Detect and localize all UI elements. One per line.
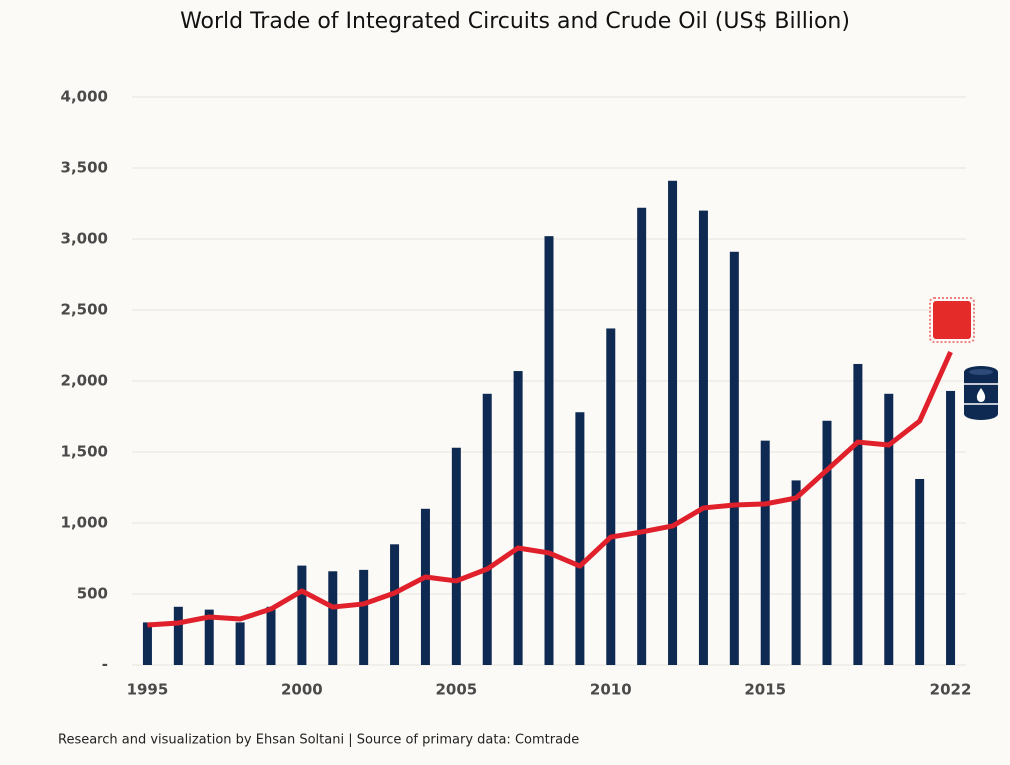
- bar: [482, 393, 492, 665]
- bar: [668, 180, 678, 665]
- y-tick-label: 2,000: [61, 372, 108, 390]
- bar: [822, 420, 832, 665]
- x-tick-label: 1995: [127, 681, 169, 699]
- bar: [513, 371, 523, 665]
- bar: [235, 622, 245, 665]
- y-tick-label: 500: [77, 585, 108, 603]
- bar: [204, 609, 214, 665]
- bar: [760, 440, 770, 665]
- bar: [729, 251, 739, 665]
- bar: [297, 565, 307, 665]
- bar: [142, 622, 152, 665]
- oil-barrel-icon: [964, 366, 998, 420]
- y-tick-label: -: [102, 656, 108, 674]
- x-tick-label: 2005: [435, 681, 477, 699]
- x-tick-label: 2022: [930, 681, 972, 699]
- bar: [637, 207, 647, 665]
- x-tick-label: 2010: [590, 681, 632, 699]
- x-tick-label: 2000: [281, 681, 323, 699]
- bar: [390, 544, 400, 665]
- y-tick-label: 3,500: [61, 159, 108, 177]
- footnote: Research and visualization by Ehsan Solt…: [58, 733, 579, 748]
- chip-icon: [929, 297, 975, 343]
- bar: [575, 412, 585, 665]
- line: [147, 351, 953, 628]
- plot: - 500 1,000 1,500 2,000 2,500 3,000 3,500 4,000 1…: [61, 88, 972, 699]
- bar: [451, 447, 461, 665]
- bar: [173, 606, 183, 665]
- y-tick-label: 3,000: [61, 230, 108, 248]
- bar: [420, 508, 430, 665]
- bar: [884, 393, 894, 665]
- chart-title: World Trade of Integrated Circuits and C…: [180, 9, 850, 34]
- y-tick-label: 2,500: [61, 301, 108, 319]
- bar: [544, 236, 554, 665]
- bar: [606, 328, 616, 665]
- x-tick-label: 2015: [744, 681, 786, 699]
- bar: [359, 569, 369, 665]
- bar: [266, 606, 276, 665]
- y-tick-label: 4,000: [61, 88, 108, 106]
- bar: [791, 480, 801, 665]
- y-tick-label: 1,500: [61, 443, 108, 461]
- bar: [698, 210, 708, 665]
- y-tick-label: 1,000: [61, 514, 108, 532]
- bar: [328, 571, 338, 665]
- bar: [915, 478, 925, 665]
- bar: [853, 363, 863, 665]
- bar: [946, 390, 956, 665]
